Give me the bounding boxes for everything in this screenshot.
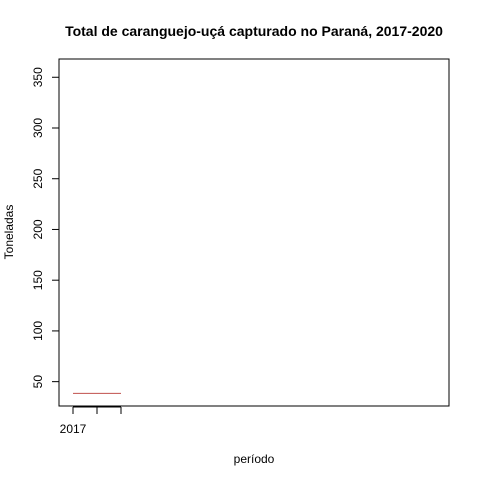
y-axis: 50 100 150 200 250 300 350 (31, 67, 59, 388)
x-axis: 2017 (60, 406, 122, 436)
y-tick-label: 100 (31, 321, 45, 341)
x-axis-label: período (234, 452, 275, 466)
chart-title: Total de caranguejo-uçá capturado no Par… (65, 23, 443, 39)
y-tick-label: 300 (31, 118, 45, 138)
y-axis-label: Toneladas (2, 205, 16, 260)
y-tick-label: 350 (31, 67, 45, 87)
x-tick-label: 2017 (60, 422, 87, 436)
y-tick-label: 200 (31, 219, 45, 239)
y-tick-label: 50 (31, 375, 45, 389)
y-tick-label: 250 (31, 168, 45, 188)
y-tick-label: 150 (31, 270, 45, 290)
plot-area (58, 58, 450, 407)
